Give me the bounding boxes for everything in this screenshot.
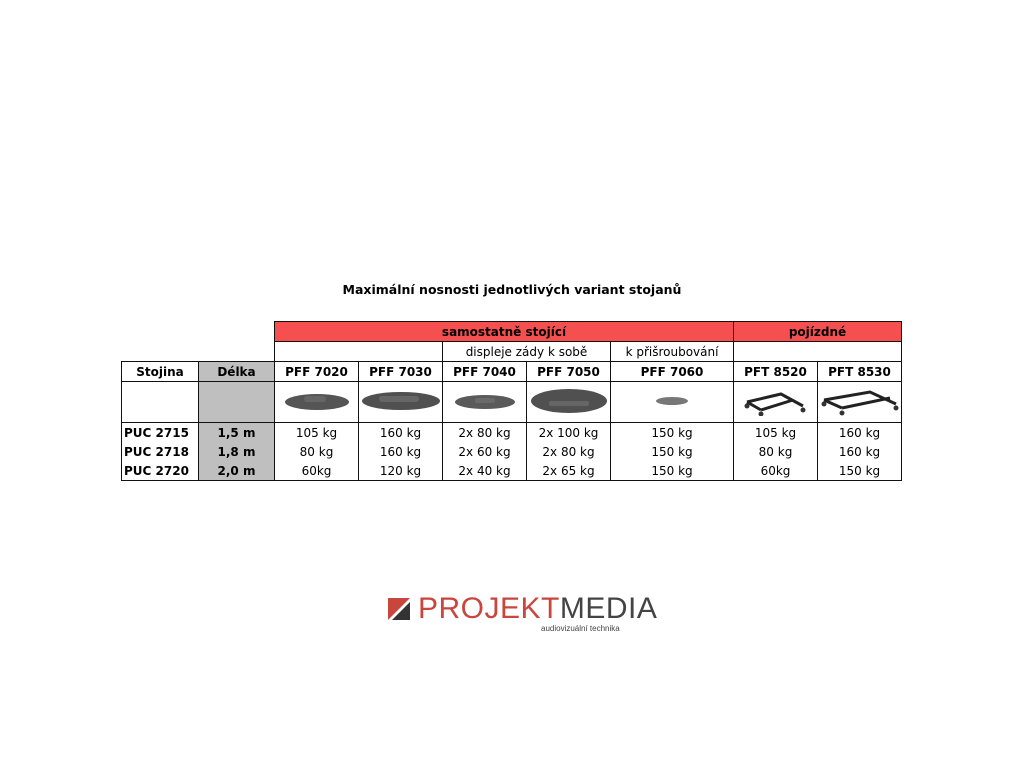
sub-header-back-to-back: displeje zády k sobě xyxy=(442,341,611,362)
load-capacity-table: samostatně stojící pojízdné displeje zád… xyxy=(121,321,902,481)
product-image-pff7020 xyxy=(274,381,359,423)
logo-mark-icon xyxy=(388,598,410,620)
col-header: PFF 7060 xyxy=(610,361,734,382)
col-header: PFT 8530 xyxy=(817,361,902,382)
table-row: PUC 2715 1,5 m 105 kg 160 kg 2x 80 kg 2x… xyxy=(121,422,902,442)
table-row: PUC 2718 1,8 m 80 kg 160 kg 2x 60 kg 2x … xyxy=(121,442,902,461)
col-header: Stojina xyxy=(121,361,199,382)
sub-header-bolt-down: k přišroubování xyxy=(610,341,734,362)
col-header: Délka xyxy=(198,361,275,382)
product-image-pff7030 xyxy=(358,381,443,423)
col-header: PFF 7040 xyxy=(442,361,527,382)
product-image-pff7050 xyxy=(526,381,611,423)
product-image-pff7040 xyxy=(442,381,527,423)
col-header: PFF 7050 xyxy=(526,361,611,382)
table-row: PUC 2720 2,0 m 60kg 120 kg 2x 40 kg 2x 6… xyxy=(121,461,902,481)
col-header: PFF 7030 xyxy=(358,361,443,382)
group-header-mobile: pojízdné xyxy=(733,321,902,342)
product-image-pft8530 xyxy=(817,381,902,423)
logo-tagline: audiovizuální technika xyxy=(541,624,620,633)
page-title: Maximální nosnosti jednotlivých variant … xyxy=(342,282,682,297)
group-header-freestanding: samostatně stojící xyxy=(274,321,734,342)
product-image-pft8520 xyxy=(733,381,818,423)
product-image-pff7060 xyxy=(610,381,734,423)
col-header: PFT 8520 xyxy=(733,361,818,382)
col-header: PFF 7020 xyxy=(274,361,359,382)
